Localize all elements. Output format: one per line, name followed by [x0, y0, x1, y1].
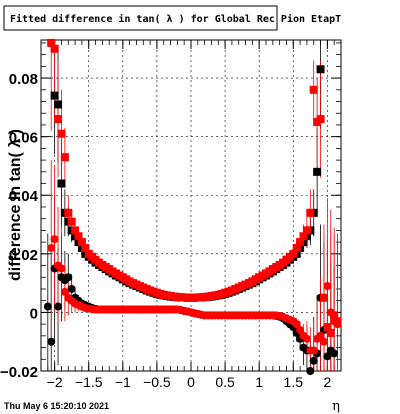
data-point-square: [67, 217, 76, 226]
data-point-square: [71, 226, 80, 235]
data-point-circle: [54, 302, 63, 311]
y-tick-label: −0.02: [0, 364, 38, 381]
data-point-circle: [309, 346, 318, 355]
data-point-circle: [302, 334, 311, 343]
data-point-square: [316, 115, 325, 124]
data-point-circle: [47, 243, 56, 252]
data-point-circle: [67, 284, 76, 293]
y-tick-label: 0.06: [9, 130, 38, 147]
x-tick-label: −2: [47, 374, 63, 390]
title-box: Fitted difference in tan( λ ) for Global…: [3, 5, 341, 31]
x-tick-label: 0.5: [215, 374, 235, 390]
data-point-square: [60, 153, 69, 162]
data-point-circle: [64, 273, 73, 282]
y-tick-label: 0.02: [9, 247, 38, 264]
data-point-square: [57, 129, 66, 138]
data-point-square: [54, 100, 63, 109]
chart-title: Fitted difference in tan( λ ) for Global…: [10, 13, 341, 25]
x-axis-title: η: [332, 399, 340, 414]
data-point-square: [330, 311, 339, 320]
x-tick-label: 0: [187, 374, 195, 390]
data-point-circle: [323, 352, 332, 361]
data-point-square: [326, 328, 335, 337]
data-point-square: [296, 238, 305, 247]
data-point-square: [309, 85, 318, 94]
x-tick-label: −0.5: [143, 374, 171, 390]
data-point-square: [57, 179, 66, 188]
data-point-square: [50, 44, 59, 53]
data-point-square: [54, 115, 63, 124]
data-point-circle: [43, 302, 52, 311]
data-point-square: [289, 249, 298, 258]
x-tick-label: 1: [255, 374, 263, 390]
x-tick-label: −1: [115, 374, 131, 390]
y-axis-title: difference in tan( λ ): [7, 129, 24, 281]
data-point-square: [319, 293, 328, 302]
data-point-square: [299, 232, 308, 241]
data-point-square: [50, 91, 59, 100]
data-point-circle: [316, 331, 325, 340]
data-point-square: [47, 38, 56, 47]
axis-ticks: [40, 40, 342, 372]
y-tick-label: 0.08: [9, 71, 38, 88]
data-point-circle: [330, 349, 339, 358]
data-point-square: [74, 232, 83, 241]
data-point-square: [77, 238, 86, 247]
data-point-square: [302, 226, 311, 235]
data-point-square: [323, 323, 332, 332]
data-point-circle: [309, 356, 318, 365]
data-point-square: [333, 317, 342, 326]
y-tick-label: 0: [30, 305, 38, 322]
data-point-square: [64, 208, 73, 217]
data-point-circle: [306, 367, 315, 375]
tick-labels: −2 −1.5 −1 −0.5 0 0.5 1 1.5 2 −0.02 0 0.02 0.04 0.06 0…: [0, 71, 331, 390]
x-tick-label: 1.5: [284, 374, 304, 390]
data-point-circle: [292, 320, 301, 329]
data-point-circle: [323, 282, 332, 291]
data-point-square: [316, 65, 325, 74]
y-tick-label: 0.04: [9, 188, 39, 205]
data-point-square: [292, 243, 301, 252]
title-frame: [3, 5, 278, 31]
data-point-circle: [319, 337, 328, 346]
data-point-square: [81, 243, 90, 252]
data-point-circle: [50, 235, 59, 244]
x-tick-label: −1.5: [75, 374, 103, 390]
timestamp: Thu May 6 15:20:10 2021: [4, 401, 109, 411]
data-point-square: [313, 167, 322, 176]
data-point-circle: [47, 337, 56, 346]
x-tick-label: 2: [323, 374, 331, 390]
data-point-circle: [57, 264, 66, 273]
data-point-circle: [60, 287, 69, 296]
data-markers: [43, 38, 342, 375]
data-point-circle: [296, 325, 305, 334]
data-point-square: [306, 208, 315, 217]
